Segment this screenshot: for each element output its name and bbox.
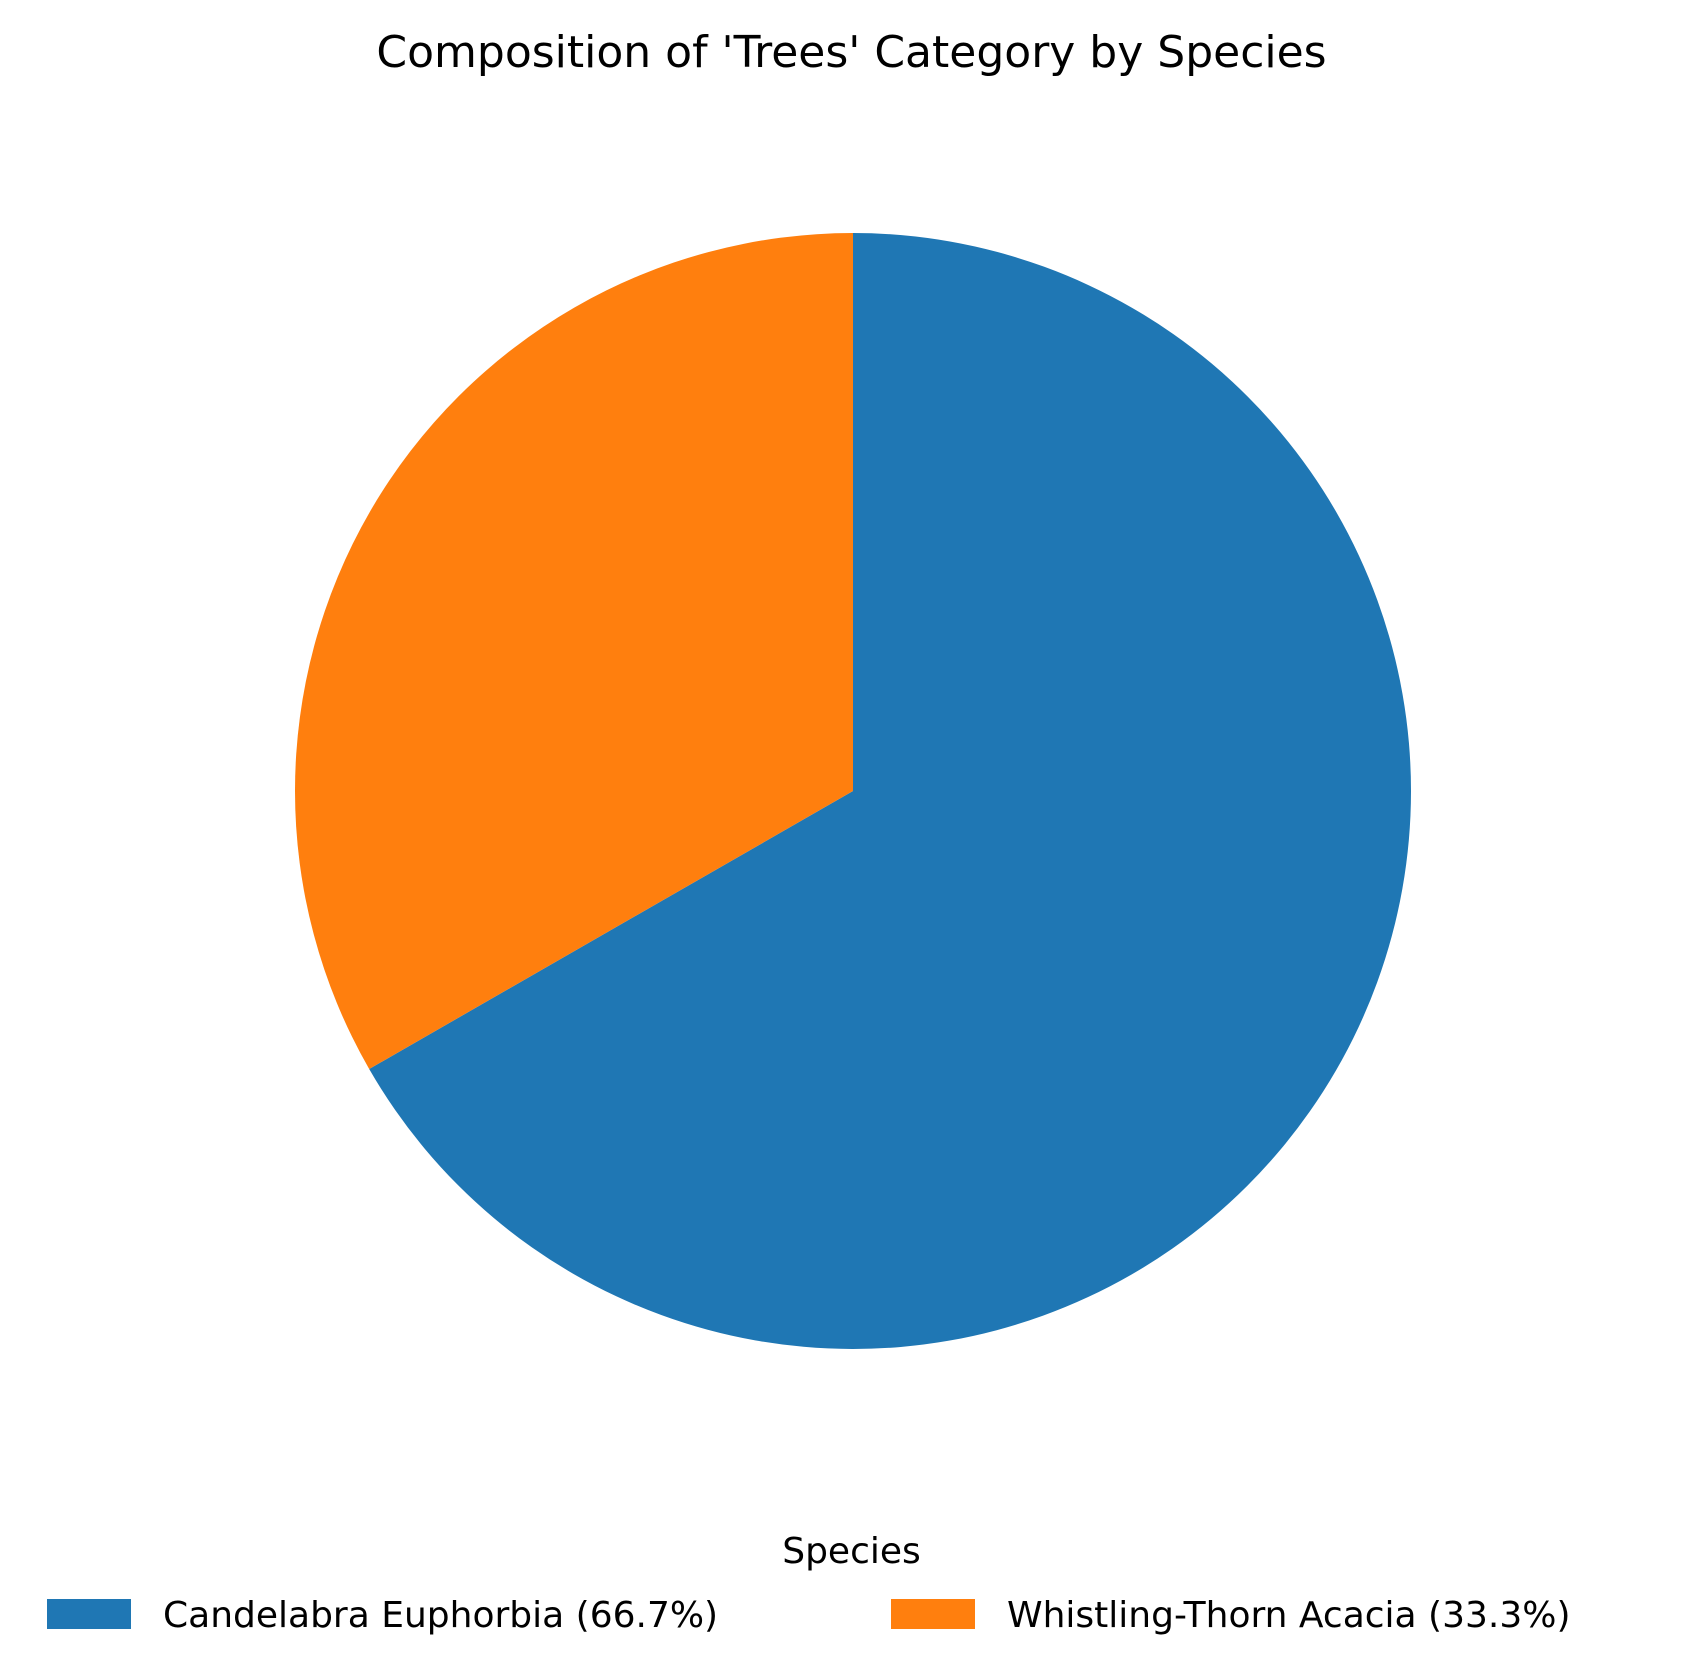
pie-slice-candelabra-euphorbia — [369, 233, 1412, 1350]
legend: Candelabra Euphorbia (66.7%) Whistling-T… — [47, 1595, 1571, 1636]
legend-swatch-whistling-thorn-acacia — [891, 1599, 975, 1629]
legend-label-whistling-thorn-acacia: Whistling-Thorn Acacia (33.3%) — [1007, 1595, 1571, 1636]
legend-title: Species — [782, 1531, 921, 1572]
pie-slices — [294, 233, 1412, 1350]
legend-swatch-candelabra-euphorbia — [47, 1599, 131, 1629]
pie-slice-whistling-thorn-acacia — [294, 233, 853, 1069]
chart-title: Composition of 'Trees' Category by Speci… — [376, 27, 1326, 78]
legend-label-candelabra-euphorbia: Candelabra Euphorbia (66.7%) — [163, 1595, 718, 1636]
